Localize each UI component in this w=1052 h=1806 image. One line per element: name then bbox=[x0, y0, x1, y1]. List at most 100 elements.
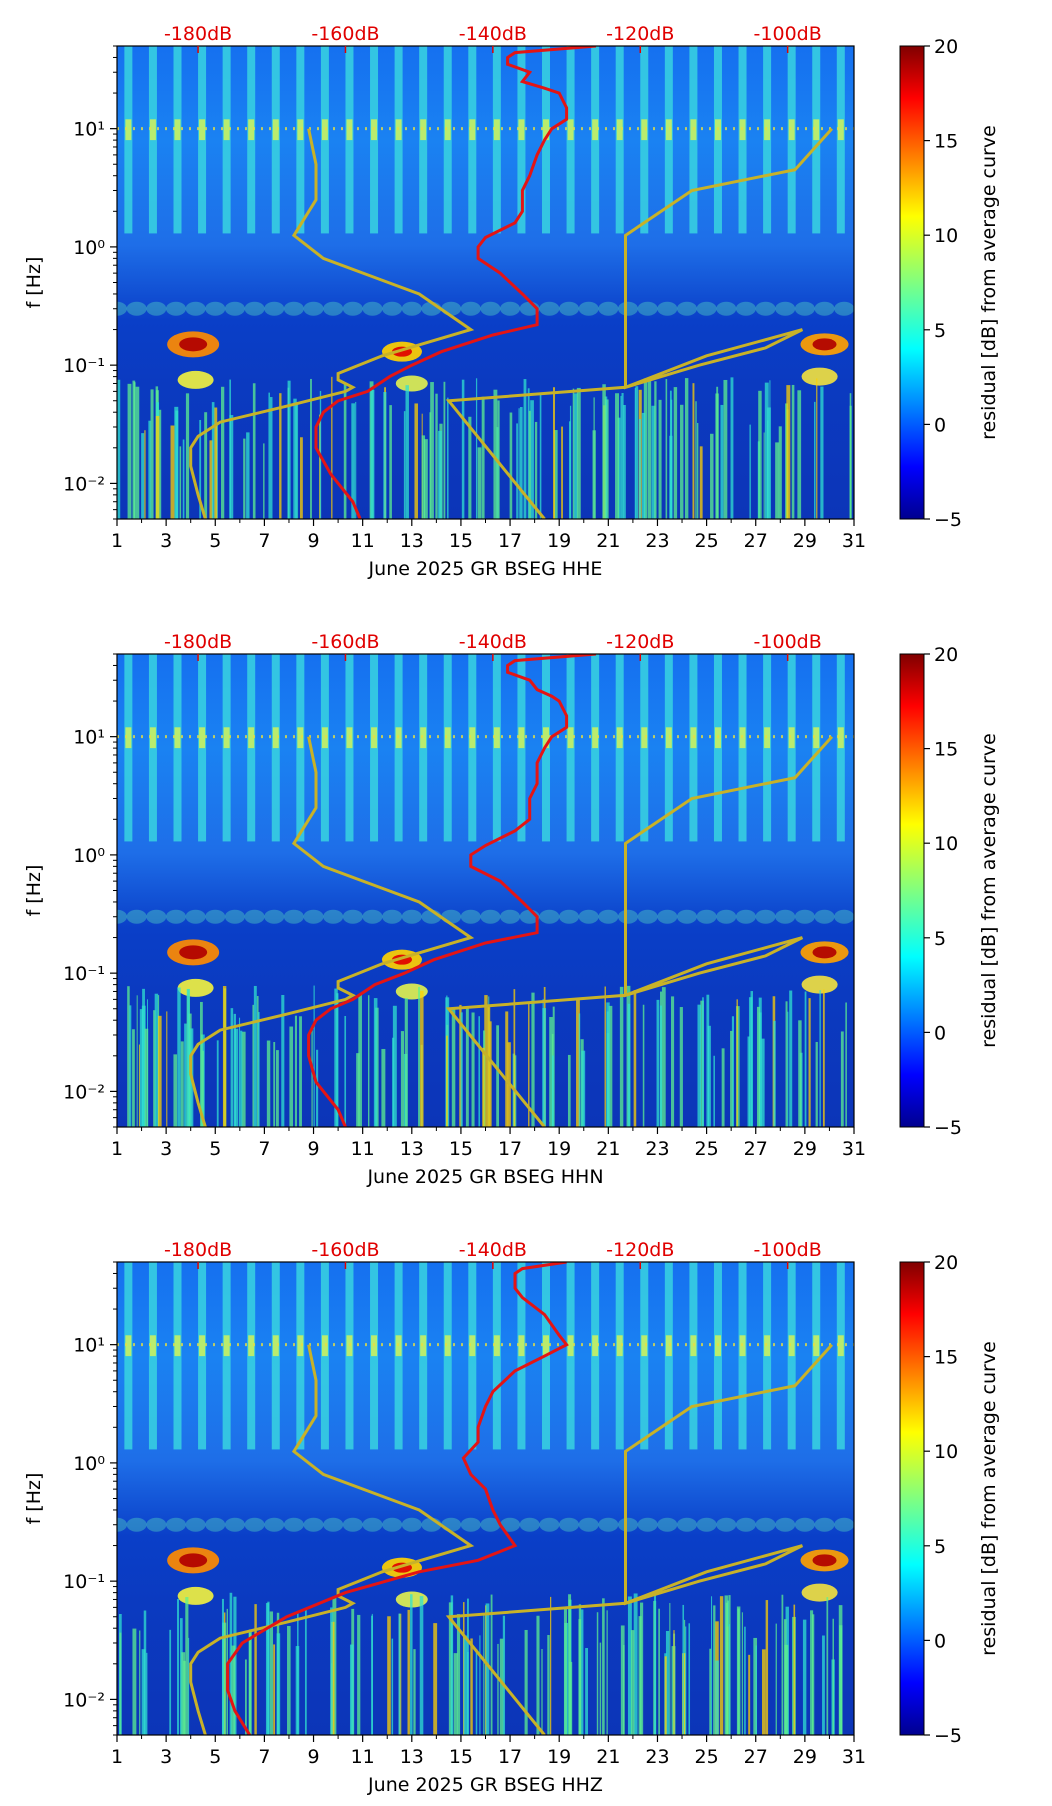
x-tick-label: 5 bbox=[209, 1138, 221, 1160]
noise-patch bbox=[224, 301, 245, 316]
y-tick-label: 10⁻² bbox=[63, 1689, 105, 1711]
transient-streak bbox=[240, 1030, 243, 1127]
microseism-blob bbox=[812, 1554, 837, 1567]
noise-patch bbox=[657, 1517, 678, 1532]
day-stripe-band bbox=[199, 727, 206, 749]
transient-streak bbox=[744, 1626, 746, 1735]
day-stripe-band bbox=[223, 1335, 230, 1357]
colorbar-label: residual [dB] from average curve bbox=[978, 1341, 1000, 1656]
transient-streak bbox=[702, 997, 704, 1127]
day-stripe-band bbox=[665, 727, 672, 749]
transient-streak bbox=[551, 1055, 554, 1127]
noise-patch bbox=[205, 909, 226, 924]
transient-streak bbox=[489, 1021, 492, 1127]
transient-streak bbox=[541, 1648, 543, 1735]
x-tick-label: 9 bbox=[307, 1138, 319, 1160]
x-tick-label: 11 bbox=[351, 530, 375, 552]
transient-streak bbox=[816, 378, 818, 519]
transient-streak bbox=[287, 1625, 291, 1735]
transient-streak bbox=[150, 389, 154, 519]
transient-streak bbox=[448, 1602, 453, 1735]
noise-patch bbox=[460, 1517, 481, 1532]
day-stripe-band bbox=[493, 727, 500, 749]
day-stripe-band bbox=[493, 1335, 500, 1357]
transient-streak bbox=[658, 1608, 660, 1735]
transient-streak bbox=[715, 393, 719, 519]
transient-streak bbox=[673, 387, 678, 519]
transient-streak bbox=[263, 443, 265, 519]
transient-streak bbox=[423, 439, 428, 519]
x-tick-label: 15 bbox=[449, 1746, 473, 1768]
transient-streak bbox=[243, 438, 246, 519]
day-stripe-band bbox=[469, 119, 476, 141]
noise-patch bbox=[283, 909, 304, 924]
transient-streak bbox=[276, 1050, 279, 1127]
transient-streak bbox=[438, 430, 442, 519]
transient-streak bbox=[802, 1619, 807, 1735]
transient-streak bbox=[269, 397, 273, 519]
noise-patch bbox=[500, 301, 521, 316]
top-db-label: -140dB bbox=[459, 23, 527, 45]
x-tick-label: 7 bbox=[258, 530, 270, 552]
noise-patch bbox=[617, 301, 638, 316]
x-tick-label: 1 bbox=[111, 530, 123, 552]
x-tick-label: 25 bbox=[695, 530, 719, 552]
day-stripe-band bbox=[543, 1335, 550, 1357]
transient-streak bbox=[252, 383, 256, 519]
colorbar-gradient bbox=[899, 653, 925, 1128]
transient-streak bbox=[730, 1030, 733, 1127]
day-stripe-band bbox=[272, 1335, 279, 1357]
day-stripe-band bbox=[125, 1335, 132, 1357]
transient-streak bbox=[177, 1599, 180, 1735]
microseism-blob bbox=[177, 1586, 214, 1605]
transient-streak bbox=[447, 397, 449, 519]
noise-patch bbox=[696, 301, 717, 316]
transient-streak bbox=[814, 401, 816, 519]
x-tick-label: 29 bbox=[793, 1746, 817, 1768]
transient-streak bbox=[403, 411, 406, 519]
transient-streak bbox=[820, 386, 824, 519]
transient-streak bbox=[184, 1023, 187, 1127]
transient-streak bbox=[254, 1604, 257, 1735]
transient-streak bbox=[467, 1651, 469, 1735]
colorbar-tick-label: −5 bbox=[934, 1725, 962, 1747]
noise-patch bbox=[578, 301, 599, 316]
transient-streak bbox=[485, 1603, 490, 1735]
day-stripe-band bbox=[641, 727, 648, 749]
noise-patch bbox=[716, 909, 737, 924]
microseism-blob bbox=[179, 945, 208, 960]
transient-streak bbox=[710, 1596, 713, 1735]
day-stripe-band bbox=[174, 727, 181, 749]
noise-patch bbox=[696, 1517, 717, 1532]
noise-patch bbox=[794, 1517, 815, 1532]
day-stripe-band bbox=[420, 1335, 427, 1357]
transient-streak bbox=[166, 1011, 168, 1127]
x-tick-label: 23 bbox=[645, 1138, 669, 1160]
transient-streak bbox=[679, 1007, 683, 1127]
noise-patch bbox=[146, 909, 167, 924]
day-stripe-band bbox=[813, 727, 820, 749]
day-stripe-band bbox=[469, 727, 476, 749]
transient-streak bbox=[404, 998, 408, 1127]
noise-patch bbox=[401, 1517, 422, 1532]
transient-streak bbox=[719, 1596, 724, 1735]
transient-streak bbox=[822, 989, 825, 1127]
transient-streak bbox=[580, 1609, 584, 1735]
transient-streak bbox=[658, 399, 662, 519]
transient-streak bbox=[478, 1016, 480, 1127]
transient-streak bbox=[370, 389, 375, 519]
transient-streak bbox=[654, 1593, 656, 1735]
x-tick-label: 23 bbox=[645, 1746, 669, 1768]
transient-streak bbox=[581, 1050, 586, 1127]
x-tick-label: 21 bbox=[596, 1138, 620, 1160]
colorbar-tick-label: 10 bbox=[934, 225, 958, 247]
day-stripe-band bbox=[248, 727, 255, 749]
y-tick-label: 10¹ bbox=[73, 119, 105, 141]
y-tick-label: 10⁰ bbox=[73, 237, 105, 259]
x-tick-label: 9 bbox=[307, 1746, 319, 1768]
x-tick-label: 7 bbox=[258, 1746, 270, 1768]
transient-streak bbox=[139, 1009, 144, 1127]
transient-streak bbox=[620, 395, 622, 519]
noise-patch bbox=[637, 909, 658, 924]
noise-patch bbox=[323, 1517, 344, 1532]
